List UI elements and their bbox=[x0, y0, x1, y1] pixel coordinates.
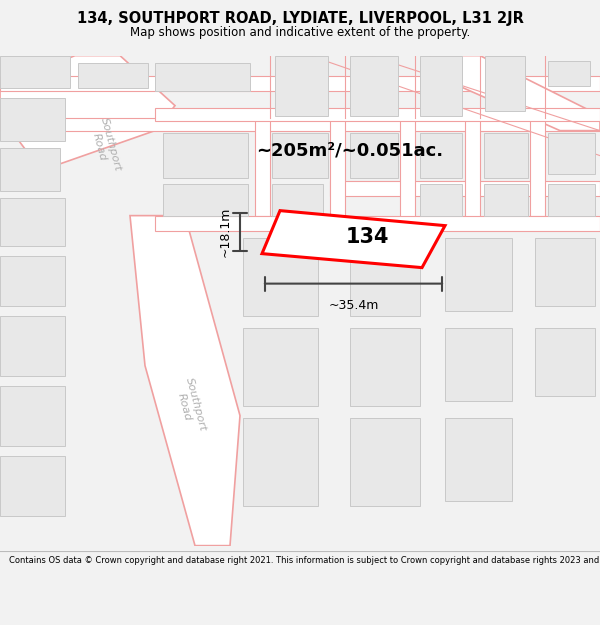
Polygon shape bbox=[0, 386, 65, 446]
Text: Contains OS data © Crown copyright and database right 2021. This information is : Contains OS data © Crown copyright and d… bbox=[9, 556, 600, 566]
Polygon shape bbox=[0, 118, 600, 131]
Polygon shape bbox=[420, 132, 462, 178]
Polygon shape bbox=[255, 116, 270, 216]
Polygon shape bbox=[0, 56, 175, 166]
Polygon shape bbox=[275, 62, 325, 91]
Polygon shape bbox=[155, 62, 250, 91]
Polygon shape bbox=[485, 56, 525, 111]
Polygon shape bbox=[155, 107, 600, 121]
Polygon shape bbox=[350, 56, 398, 116]
Polygon shape bbox=[350, 61, 395, 91]
Polygon shape bbox=[243, 328, 318, 406]
Polygon shape bbox=[445, 418, 512, 501]
Polygon shape bbox=[0, 456, 65, 516]
Polygon shape bbox=[0, 256, 65, 306]
Text: ~18.1m: ~18.1m bbox=[219, 207, 232, 258]
Polygon shape bbox=[0, 316, 65, 376]
Polygon shape bbox=[130, 216, 240, 546]
Polygon shape bbox=[275, 56, 328, 116]
Polygon shape bbox=[262, 211, 445, 268]
Polygon shape bbox=[78, 62, 148, 88]
Polygon shape bbox=[155, 216, 600, 231]
Text: 134: 134 bbox=[346, 228, 389, 248]
Polygon shape bbox=[484, 184, 528, 216]
Polygon shape bbox=[0, 98, 65, 141]
Polygon shape bbox=[548, 61, 590, 86]
Polygon shape bbox=[485, 61, 525, 86]
Text: 134, SOUTHPORT ROAD, LYDIATE, LIVERPOOL, L31 2JR: 134, SOUTHPORT ROAD, LYDIATE, LIVERPOOL,… bbox=[77, 11, 523, 26]
Polygon shape bbox=[420, 61, 462, 88]
Polygon shape bbox=[0, 76, 600, 91]
Text: Southport
Road: Southport Road bbox=[88, 116, 122, 175]
Polygon shape bbox=[330, 116, 345, 221]
Polygon shape bbox=[548, 132, 595, 174]
Polygon shape bbox=[350, 132, 398, 178]
Polygon shape bbox=[535, 328, 595, 396]
Polygon shape bbox=[243, 418, 318, 506]
Polygon shape bbox=[243, 238, 318, 316]
Polygon shape bbox=[400, 116, 415, 226]
Polygon shape bbox=[535, 238, 595, 306]
Polygon shape bbox=[430, 56, 600, 131]
Polygon shape bbox=[330, 181, 600, 196]
Text: ~205m²/~0.051ac.: ~205m²/~0.051ac. bbox=[256, 142, 443, 159]
Polygon shape bbox=[465, 116, 480, 221]
Polygon shape bbox=[272, 184, 323, 216]
Polygon shape bbox=[0, 148, 60, 191]
Text: Southport
Road: Southport Road bbox=[172, 376, 208, 435]
Polygon shape bbox=[163, 184, 248, 216]
Polygon shape bbox=[548, 184, 595, 216]
Polygon shape bbox=[163, 132, 248, 178]
Polygon shape bbox=[272, 132, 328, 178]
Polygon shape bbox=[530, 116, 545, 216]
Polygon shape bbox=[0, 198, 65, 246]
Polygon shape bbox=[420, 56, 462, 116]
Polygon shape bbox=[445, 238, 512, 311]
Text: ~35.4m: ~35.4m bbox=[328, 299, 379, 312]
Polygon shape bbox=[350, 328, 420, 406]
Polygon shape bbox=[420, 184, 462, 216]
Text: Map shows position and indicative extent of the property.: Map shows position and indicative extent… bbox=[130, 26, 470, 39]
Polygon shape bbox=[484, 132, 528, 178]
Polygon shape bbox=[350, 418, 420, 506]
Polygon shape bbox=[0, 56, 70, 88]
Polygon shape bbox=[350, 238, 420, 316]
Polygon shape bbox=[445, 328, 512, 401]
